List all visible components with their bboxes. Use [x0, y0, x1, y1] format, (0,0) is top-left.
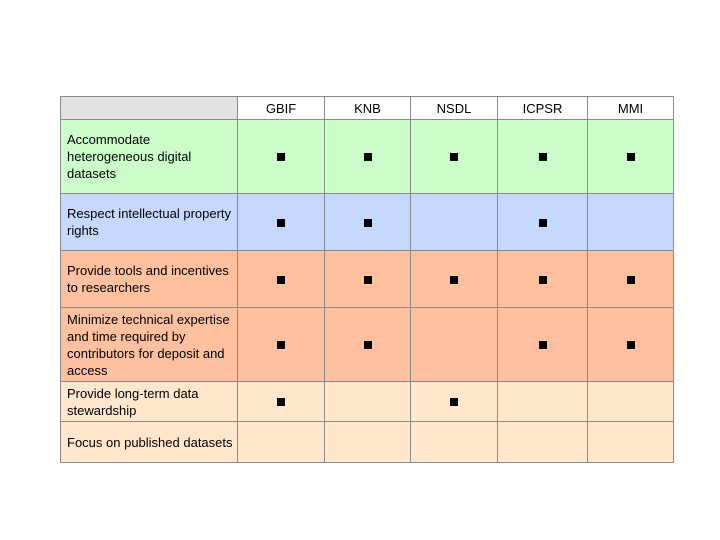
table-row: Minimize technical expertise and time re…: [60, 307, 674, 382]
filled-square-icon: [450, 153, 458, 161]
matrix-cell: [587, 381, 674, 422]
header-row: GBIF KNB NSDL ICPSR MMI: [60, 96, 674, 120]
filled-square-icon: [363, 218, 372, 227]
filled-square-icon: [626, 341, 635, 349]
comparison-matrix: GBIF KNB NSDL ICPSR MMI Accommodate hete…: [60, 96, 674, 463]
matrix-cell: [587, 307, 674, 382]
matrix-cell: [324, 250, 411, 308]
filled-square-icon: [277, 153, 285, 161]
filled-square-icon: [277, 398, 285, 406]
matrix-cell: [497, 193, 588, 251]
row-label: Provide tools and incentives to research…: [60, 250, 238, 308]
matrix-cell: [237, 119, 325, 194]
matrix-cell: [237, 250, 325, 308]
matrix-cell: [324, 381, 411, 422]
matrix-cell: [497, 381, 588, 422]
matrix-cell: [410, 119, 498, 194]
table-row: Accommodate heterogeneous digital datase…: [60, 119, 674, 194]
matrix-cell: [410, 193, 498, 251]
table-row: Focus on published datasets: [60, 421, 674, 463]
corner-cell: [60, 96, 238, 120]
matrix-cell: [410, 250, 498, 308]
filled-square-icon: [363, 275, 372, 284]
matrix-cell: [324, 307, 411, 382]
column-header-mmi: MMI: [587, 96, 674, 120]
matrix-cell: [324, 421, 411, 463]
matrix-cell: [497, 119, 588, 194]
matrix-cell: [497, 307, 588, 382]
matrix-cell: [587, 119, 674, 194]
filled-square-icon: [277, 218, 285, 227]
row-label: Provide long-term data stewardship: [60, 381, 238, 422]
matrix-cell: [237, 421, 325, 463]
table-row: Respect intellectual property rights: [60, 193, 674, 251]
table-row: Provide tools and incentives to research…: [60, 250, 674, 308]
row-label: Minimize technical expertise and time re…: [60, 307, 238, 382]
filled-square-icon: [538, 153, 547, 161]
matrix-cell: [587, 421, 674, 463]
filled-square-icon: [450, 398, 458, 406]
matrix-cell: [324, 119, 411, 194]
filled-square-icon: [626, 153, 635, 161]
column-header-gbif: GBIF: [237, 96, 325, 120]
filled-square-icon: [363, 153, 372, 161]
filled-square-icon: [538, 275, 547, 284]
column-header-icpsr: ICPSR: [497, 96, 588, 120]
matrix-cell: [237, 193, 325, 251]
row-label: Focus on published datasets: [60, 421, 238, 463]
column-header-knb: KNB: [324, 96, 411, 120]
filled-square-icon: [538, 218, 547, 227]
matrix-cell: [497, 421, 588, 463]
matrix-cell: [410, 307, 498, 382]
filled-square-icon: [538, 341, 547, 349]
matrix-cell: [324, 193, 411, 251]
matrix-cell: [587, 250, 674, 308]
filled-square-icon: [363, 341, 372, 349]
matrix-cell: [410, 381, 498, 422]
filled-square-icon: [450, 275, 458, 284]
matrix-cell: [587, 193, 674, 251]
matrix-cell: [237, 381, 325, 422]
row-label: Accommodate heterogeneous digital datase…: [60, 119, 238, 194]
filled-square-icon: [626, 275, 635, 284]
column-header-nsdl: NSDL: [410, 96, 498, 120]
filled-square-icon: [277, 275, 285, 284]
matrix-cell: [410, 421, 498, 463]
filled-square-icon: [277, 341, 285, 349]
matrix-cell: [237, 307, 325, 382]
row-label: Respect intellectual property rights: [60, 193, 238, 251]
matrix-cell: [497, 250, 588, 308]
table-row: Provide long-term data stewardship: [60, 381, 674, 422]
